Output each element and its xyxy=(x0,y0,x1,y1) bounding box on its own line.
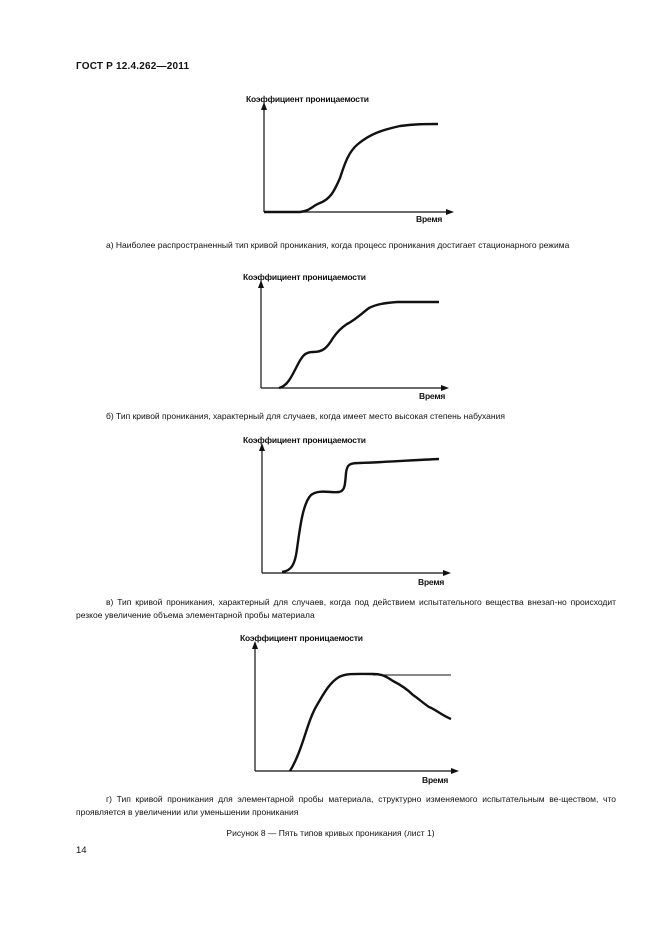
chart-c-x-arrow xyxy=(443,570,451,576)
document-header: ГОСТ Р 12.4.262—2011 xyxy=(76,61,190,72)
chart-a-curve xyxy=(264,122,439,214)
chart-d-ylabel: Коэффициент проницаемости xyxy=(240,633,363,643)
figure-title: Рисунок 8 — Пять типов кривых проникания… xyxy=(226,828,435,838)
chart-c-ylabel: Коэффициент проницаемости xyxy=(243,435,366,445)
chart-d xyxy=(252,641,459,774)
chart-a-x-arrow xyxy=(446,209,454,215)
chart-b-xlabel: Время xyxy=(419,391,446,401)
chart-b xyxy=(258,280,449,391)
chart-d-y-arrow xyxy=(252,641,258,649)
chart-a-y-arrow xyxy=(261,102,267,110)
chart-a-ylabel: Коэффициент проницаемости xyxy=(246,94,369,104)
caption-b: б) Тип кривой проникания, характерный дл… xyxy=(106,411,505,421)
chart-c-curve xyxy=(281,457,440,574)
chart-c-y-arrow xyxy=(259,443,265,451)
chart-d-xlabel: Время xyxy=(422,775,449,785)
chart-b-curve xyxy=(278,300,439,390)
caption-c: в) Тип кривой проникания, характерный дл… xyxy=(76,597,616,620)
chart-b-ylabel: Коэффициент проницаемости xyxy=(243,272,366,282)
chart-a xyxy=(261,102,454,215)
chart-d-x-arrow xyxy=(451,768,459,774)
chart-c-xlabel: Время xyxy=(418,577,445,587)
chart-b-y-arrow xyxy=(258,280,264,288)
chart-a-xlabel: Время xyxy=(416,214,443,224)
chart-c xyxy=(259,443,451,576)
caption-d: г) Тип кривой проникания для элементарно… xyxy=(76,794,616,817)
chart-d-curve xyxy=(288,672,452,772)
chart-b-x-arrow xyxy=(441,385,449,391)
caption-a: а) Наиболее распространенный тип кривой … xyxy=(106,240,570,250)
page-number: 14 xyxy=(76,845,87,856)
